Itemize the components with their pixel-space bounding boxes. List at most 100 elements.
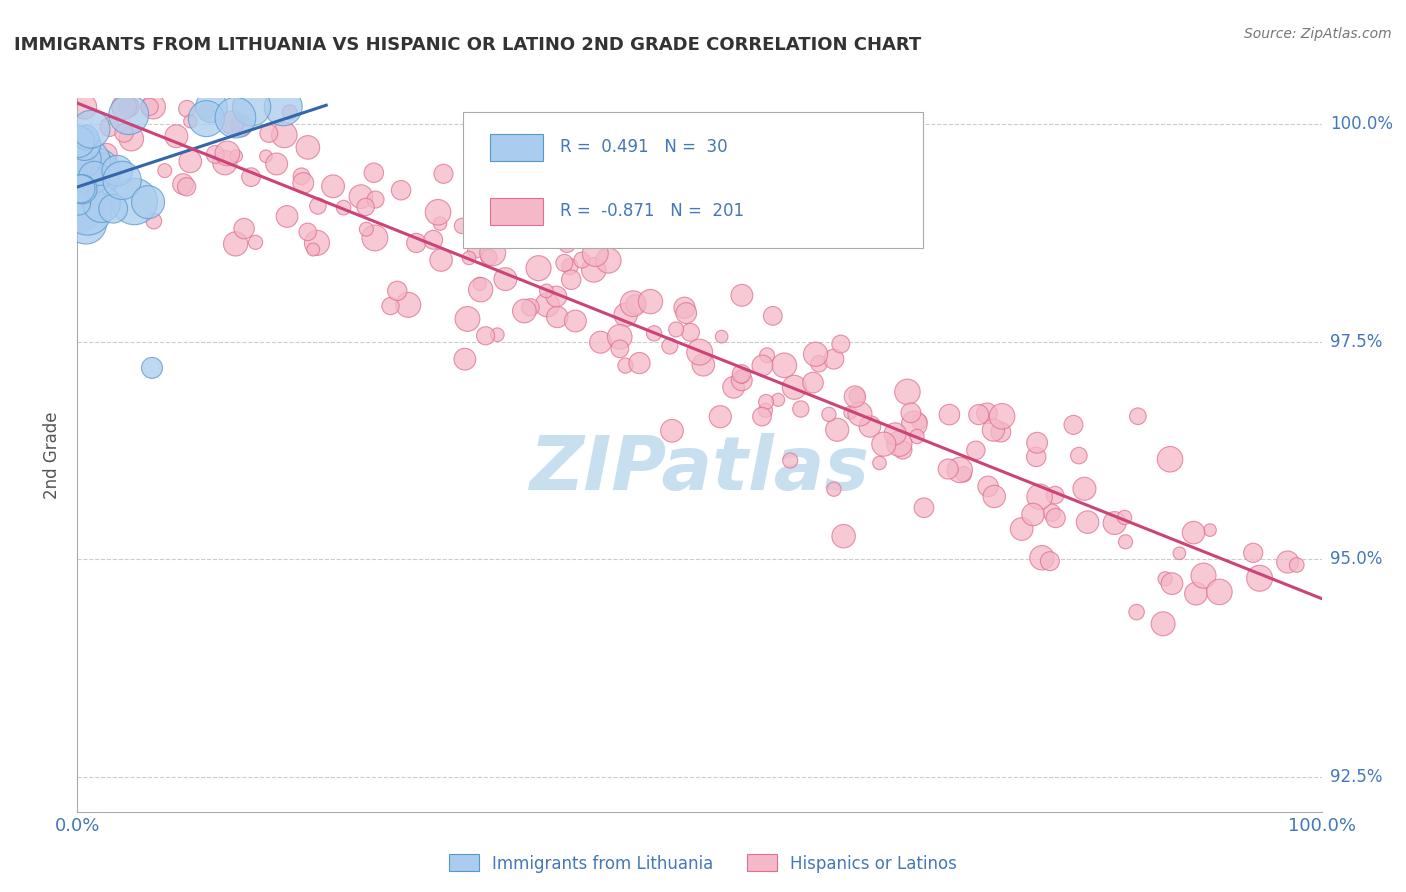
Point — [307, 199, 329, 213]
Point — [165, 129, 187, 144]
Point — [773, 359, 796, 373]
Point — [844, 390, 866, 404]
Point — [172, 177, 194, 191]
Point — [96, 147, 118, 161]
Point — [138, 100, 160, 114]
Point — [200, 100, 222, 114]
Point — [204, 147, 226, 161]
Point — [731, 369, 754, 384]
Point — [783, 380, 806, 394]
Point — [731, 288, 754, 302]
Bar — [491, 198, 543, 225]
Point — [278, 105, 301, 120]
Point — [179, 114, 201, 128]
Point — [1168, 546, 1191, 560]
Point — [1241, 546, 1264, 560]
Point — [245, 235, 267, 250]
Point — [80, 122, 103, 136]
Point — [967, 408, 990, 422]
Y-axis label: 2nd Grade: 2nd Grade — [44, 411, 62, 499]
Point — [136, 195, 159, 210]
Point — [1026, 435, 1049, 450]
Point — [536, 284, 558, 298]
Point — [756, 348, 779, 362]
Point — [823, 482, 845, 496]
Text: IMMIGRANTS FROM LITHUANIA VS HISPANIC OR LATINO 2ND GRADE CORRELATION CHART: IMMIGRANTS FROM LITHUANIA VS HISPANIC OR… — [14, 36, 921, 54]
Point — [458, 251, 481, 265]
Point — [675, 306, 697, 320]
Point — [709, 409, 731, 424]
Point — [1185, 587, 1208, 601]
Point — [536, 298, 558, 312]
Point — [614, 308, 637, 322]
Point — [111, 173, 134, 187]
Point — [422, 233, 444, 247]
Text: 92.5%: 92.5% — [1330, 768, 1382, 786]
Point — [112, 100, 135, 114]
Point — [1039, 554, 1062, 568]
Point — [322, 179, 344, 194]
Point — [908, 415, 931, 429]
Point — [553, 256, 575, 270]
Point — [221, 116, 243, 130]
Point — [67, 135, 90, 149]
Point — [231, 119, 253, 133]
Point — [689, 345, 711, 359]
Point — [804, 347, 827, 361]
Point — [859, 419, 882, 434]
Point — [297, 225, 319, 239]
Point — [405, 235, 427, 250]
Point — [754, 403, 776, 417]
Point — [1152, 616, 1174, 631]
Point — [823, 352, 845, 367]
Point — [938, 408, 960, 422]
Point — [839, 406, 862, 420]
Point — [302, 243, 325, 257]
Point — [896, 384, 918, 399]
Point — [153, 163, 176, 178]
Point — [75, 130, 97, 145]
Point — [75, 217, 97, 231]
Point — [658, 339, 681, 353]
Point — [486, 327, 509, 342]
Point — [825, 423, 848, 437]
Point — [571, 253, 593, 268]
Point — [977, 479, 1000, 493]
Point — [807, 357, 830, 371]
Text: 100.0%: 100.0% — [1330, 115, 1393, 133]
Point — [429, 217, 451, 231]
Legend: Immigrants from Lithuania, Hispanics or Latinos: Immigrants from Lithuania, Hispanics or … — [443, 847, 963, 880]
Point — [673, 301, 696, 315]
Point — [451, 219, 474, 233]
Point — [952, 467, 974, 482]
Bar — [491, 134, 543, 161]
Point — [1125, 605, 1147, 619]
Point — [67, 200, 90, 214]
Point — [179, 154, 201, 169]
Point — [949, 463, 972, 477]
Point — [1161, 576, 1184, 591]
Point — [495, 272, 517, 286]
Point — [297, 140, 319, 154]
Point — [141, 360, 163, 375]
Point — [176, 179, 198, 194]
Point — [755, 395, 778, 409]
Text: R =  0.491   N =  30: R = 0.491 N = 30 — [560, 137, 728, 155]
Point — [900, 406, 922, 420]
Point — [1067, 449, 1090, 463]
Point — [1022, 508, 1045, 522]
Point — [1126, 409, 1149, 424]
Point — [723, 380, 745, 394]
Point — [273, 128, 295, 142]
Point — [67, 156, 90, 170]
Point — [76, 203, 98, 218]
Text: 97.5%: 97.5% — [1330, 333, 1382, 351]
Point — [257, 127, 280, 141]
Point — [77, 173, 100, 187]
Point — [1011, 522, 1033, 536]
Point — [868, 456, 890, 470]
Point — [790, 402, 813, 417]
Point — [481, 246, 503, 260]
Point — [70, 153, 93, 167]
Point — [1182, 525, 1205, 540]
